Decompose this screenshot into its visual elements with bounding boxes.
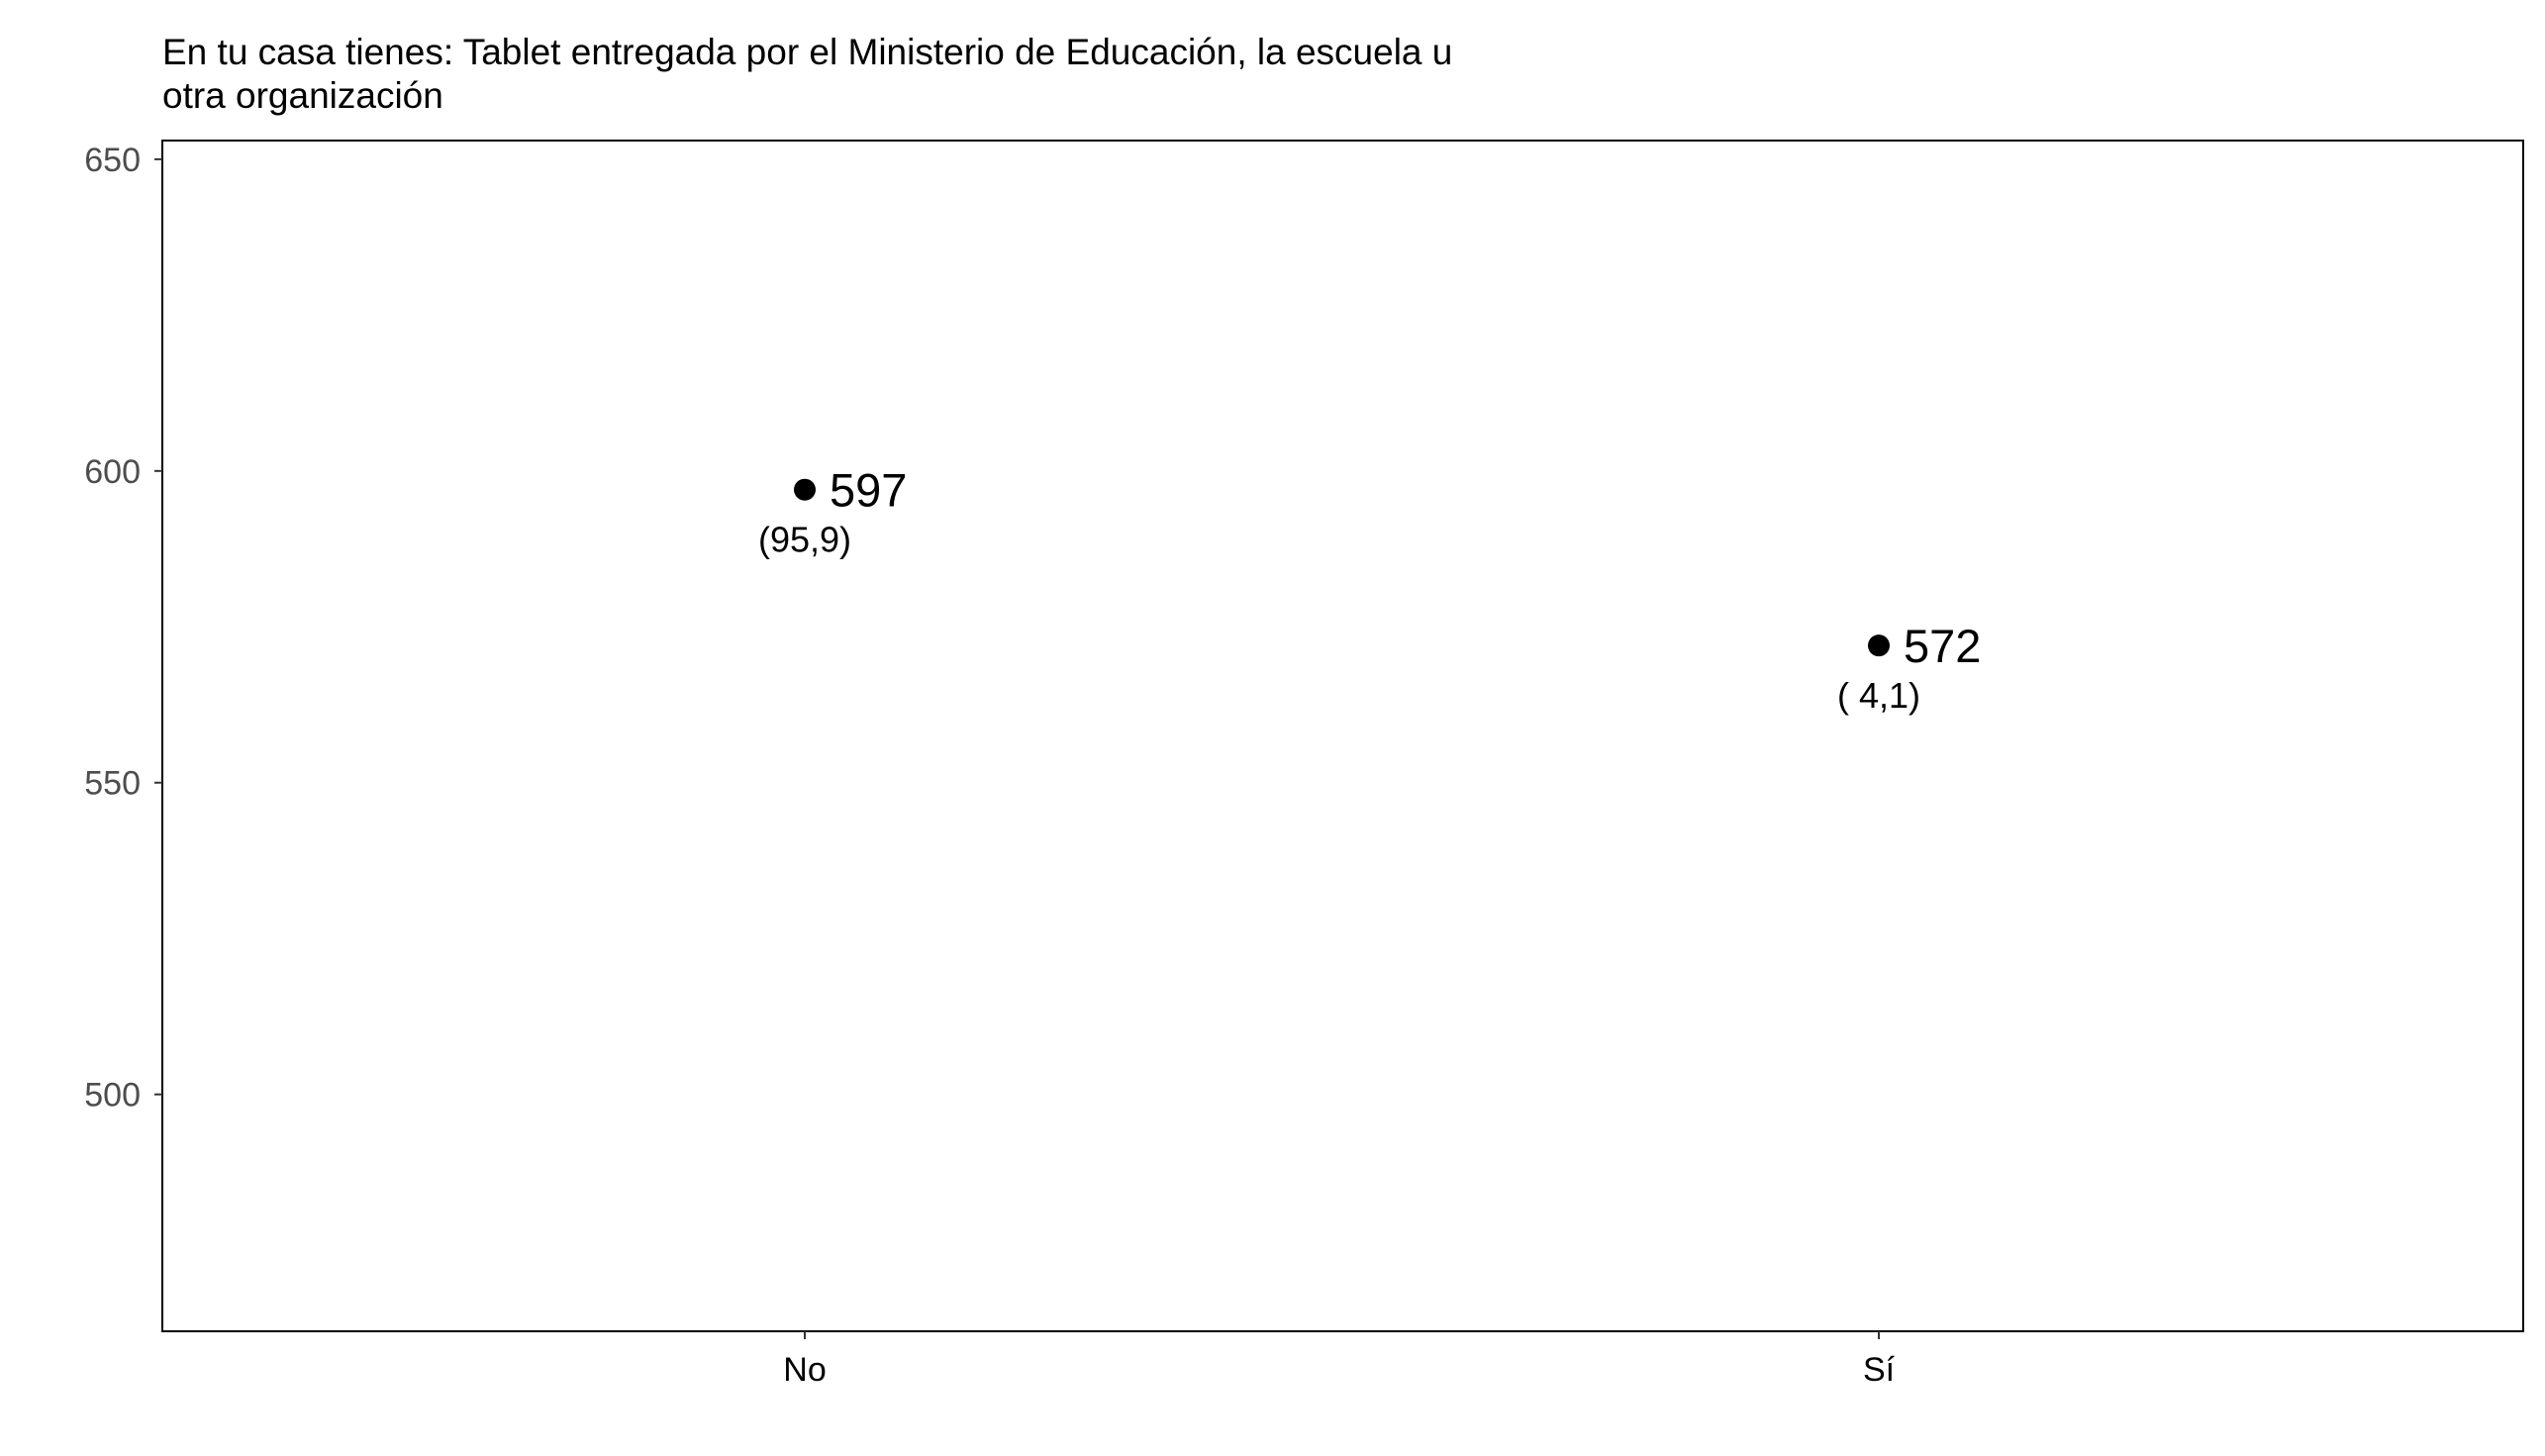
x-axis: No Sí	[783, 1331, 1896, 1389]
percent-label-1: ( 4,1)	[1837, 675, 1920, 716]
value-label-1: 572	[1904, 620, 1981, 672]
y-tick-label-600: 600	[84, 453, 141, 491]
x-tick-label-1: Sí	[1863, 1351, 1896, 1389]
y-axis: 500 550 600 650	[84, 142, 162, 1115]
y-tick-label-650: 650	[84, 142, 141, 179]
chart-title-line-1: En tu casa tienes: Tablet entregada por …	[162, 32, 1452, 72]
data-points: 597(95,9) 572( 4,1)	[758, 464, 1981, 716]
data-point-1	[1868, 634, 1890, 657]
plot-frame	[161, 140, 2524, 1332]
chart-title: En tu casa tienes: Tablet entregada por …	[162, 32, 1452, 116]
y-tick-label-550: 550	[84, 765, 141, 803]
x-tick-label-0: No	[783, 1351, 826, 1389]
y-tick-label-500: 500	[84, 1077, 141, 1115]
value-label-0: 597	[830, 464, 907, 517]
data-point-0	[794, 478, 816, 501]
percent-label-0: (95,9)	[758, 520, 851, 560]
chart-title-line-2: otra organización	[162, 75, 443, 116]
